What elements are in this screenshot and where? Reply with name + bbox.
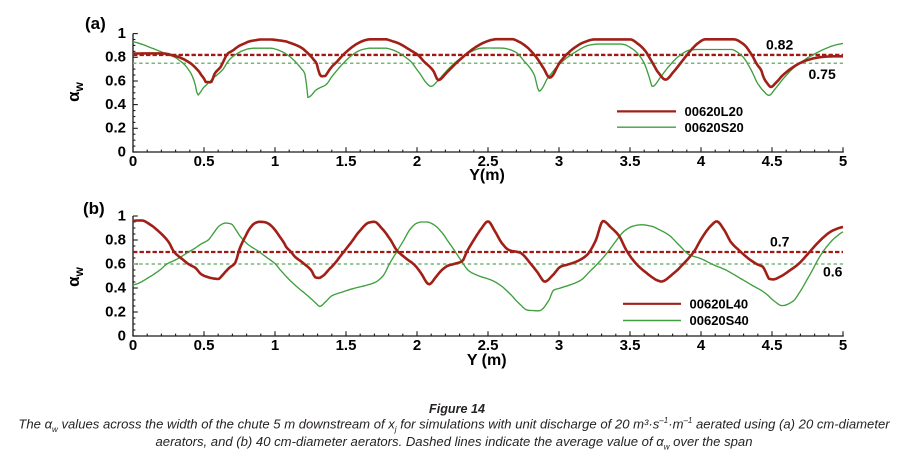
svg-text:0.5: 0.5 xyxy=(194,153,215,170)
svg-text:0.4: 0.4 xyxy=(105,96,127,113)
svg-text:0.6: 0.6 xyxy=(823,264,843,280)
svg-text:2: 2 xyxy=(413,153,421,170)
svg-text:0.7: 0.7 xyxy=(770,233,790,249)
svg-text:4: 4 xyxy=(697,337,706,354)
svg-text:3.5: 3.5 xyxy=(620,337,641,354)
svg-text:00620L40: 00620L40 xyxy=(690,297,749,312)
svg-text:0.82: 0.82 xyxy=(766,37,793,53)
svg-text:0.2: 0.2 xyxy=(105,120,126,137)
svg-text:1: 1 xyxy=(271,153,279,170)
svg-text:0.8: 0.8 xyxy=(105,231,126,248)
svg-text:2: 2 xyxy=(413,337,421,354)
svg-text:5: 5 xyxy=(839,153,847,170)
svg-text:00620S20: 00620S20 xyxy=(685,120,744,135)
svg-text:0: 0 xyxy=(118,327,126,344)
svg-text:0.4: 0.4 xyxy=(105,279,127,296)
svg-text:4: 4 xyxy=(697,153,706,170)
svg-text:Y(m): Y(m) xyxy=(469,167,505,184)
svg-text:3: 3 xyxy=(555,153,563,170)
svg-text:4.5: 4.5 xyxy=(762,153,783,170)
svg-text:αw: αw xyxy=(64,266,86,286)
svg-text:0.6: 0.6 xyxy=(105,72,126,89)
svg-text:00620L20: 00620L20 xyxy=(685,104,744,119)
svg-text:1: 1 xyxy=(271,337,279,354)
svg-text:2.5: 2.5 xyxy=(478,337,499,354)
svg-text:2.5: 2.5 xyxy=(478,153,499,170)
svg-text:5: 5 xyxy=(839,337,847,354)
svg-text:(b): (b) xyxy=(83,199,105,218)
svg-text:0: 0 xyxy=(118,143,126,160)
svg-text:1: 1 xyxy=(118,25,126,42)
svg-text:1: 1 xyxy=(118,207,126,224)
svg-text:3.5: 3.5 xyxy=(620,153,641,170)
svg-text:1.5: 1.5 xyxy=(336,153,357,170)
svg-text:0: 0 xyxy=(129,337,137,354)
svg-text:0.75: 0.75 xyxy=(809,66,836,82)
svg-text:0.6: 0.6 xyxy=(105,255,126,272)
svg-text:00620S40: 00620S40 xyxy=(690,313,749,328)
svg-text:0: 0 xyxy=(129,153,137,170)
svg-text:3: 3 xyxy=(555,337,563,354)
svg-text:0.2: 0.2 xyxy=(105,303,126,320)
svg-text:αw: αw xyxy=(64,81,86,101)
svg-text:0.8: 0.8 xyxy=(105,49,126,66)
svg-text:0.5: 0.5 xyxy=(194,337,215,354)
svg-text:Y (m): Y (m) xyxy=(467,352,507,369)
svg-text:1.5: 1.5 xyxy=(336,337,357,354)
svg-text:(a): (a) xyxy=(85,14,106,33)
svg-text:4.5: 4.5 xyxy=(762,337,783,354)
